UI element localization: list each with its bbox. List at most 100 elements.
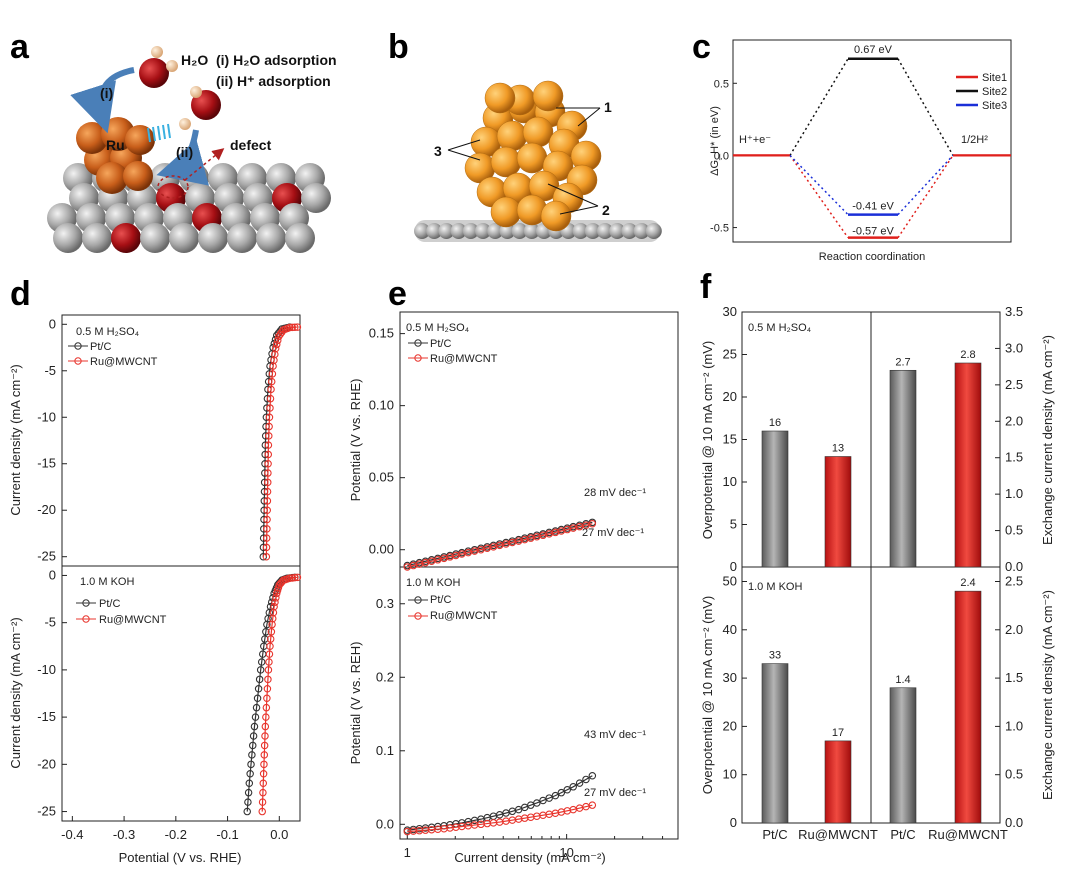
e-bottom-electrolyte: 1.0 M KOH xyxy=(406,577,460,589)
carbon-atom xyxy=(198,223,228,253)
series-line-ru-mwcnt xyxy=(265,326,298,557)
data-point xyxy=(569,783,577,791)
left-y-tick-label: 10 xyxy=(723,767,737,782)
x-tick-label: -0.1 xyxy=(216,827,238,842)
legend-site1: Site1 xyxy=(982,72,1007,84)
e-top-slope-ptc: 28 mV dec⁻¹ xyxy=(584,487,646,499)
data-point xyxy=(265,432,273,440)
data-point xyxy=(263,525,271,533)
data-point xyxy=(563,785,572,794)
x-axis-label: Reaction coordination xyxy=(819,251,925,263)
bar-value-label: 2.8 xyxy=(960,349,975,361)
y-tick-label: 0.5 xyxy=(714,78,729,90)
data-point xyxy=(588,772,597,780)
right-y-tick-label: 1.0 xyxy=(1005,486,1023,501)
carbon-atom xyxy=(140,223,170,253)
e-bottom-legend-ru: Ru@MWCNT xyxy=(430,610,498,622)
arrow-step-1 xyxy=(70,67,135,134)
data-point xyxy=(533,799,541,807)
data-point xyxy=(257,658,266,666)
support-atom xyxy=(475,223,491,239)
series-line-pt-c xyxy=(407,521,593,567)
connector-dotted xyxy=(789,154,849,239)
data-point xyxy=(260,751,269,759)
data-point xyxy=(262,703,271,712)
data-point xyxy=(575,779,584,787)
data-point xyxy=(266,642,274,651)
data-point xyxy=(539,796,547,805)
data-point xyxy=(253,694,262,702)
data-point xyxy=(588,801,597,809)
data-point xyxy=(263,515,271,524)
data-point xyxy=(260,760,268,769)
data-point xyxy=(262,534,271,542)
defect-label: defect xyxy=(230,137,272,153)
y-tick-label: 0.00 xyxy=(369,542,394,557)
ru-atom xyxy=(516,142,548,174)
panel-label-d: d xyxy=(10,275,31,313)
d-top-y-axis-label: Current density (mA cm⁻²) xyxy=(8,364,23,515)
category-label: Ru@MWCNT xyxy=(928,827,1008,842)
carbon-atom xyxy=(285,223,315,253)
data-point xyxy=(272,594,280,602)
data-point xyxy=(551,791,560,800)
y-tick-label: 0.3 xyxy=(376,596,394,611)
data-point xyxy=(263,506,271,514)
defect-pointer xyxy=(184,148,225,181)
energy-label-site1: -0.57 eV xyxy=(852,226,894,238)
data-point xyxy=(249,732,258,740)
e-top-y-axis-label: Potential (V vs. RHE) xyxy=(348,379,363,502)
series-line-pt-c xyxy=(246,576,295,812)
h-bond-lines xyxy=(147,123,171,143)
right-y-tick-label: 0.0 xyxy=(1005,815,1023,830)
series-line-ru-mwcnt xyxy=(407,804,593,833)
y-tick-label: -10 xyxy=(37,662,56,677)
y-tick-label: 0.2 xyxy=(376,669,394,684)
data-point xyxy=(264,469,272,477)
support-atom xyxy=(645,223,662,239)
data-point xyxy=(251,713,260,721)
water-molecule xyxy=(139,46,178,88)
x-tick-label: -0.2 xyxy=(165,827,187,842)
e-bottom-legend-ptc: Pt/C xyxy=(430,594,451,606)
y-tick-label: -20 xyxy=(37,502,56,517)
data-point xyxy=(265,422,273,431)
carbon-atom xyxy=(301,183,331,213)
hydrogen-atom xyxy=(179,118,191,130)
left-y-tick-label: 25 xyxy=(723,347,737,362)
data-point xyxy=(265,658,273,666)
d-bottom-legend-ptc: Pt/C xyxy=(99,598,120,610)
ru-atom xyxy=(490,196,522,228)
site2-label: 2 xyxy=(602,202,610,218)
connector-dotted xyxy=(897,155,954,239)
support-atom xyxy=(450,223,467,239)
data-point xyxy=(258,798,267,806)
data-point xyxy=(266,635,275,643)
bar-value-label: 1.4 xyxy=(895,674,910,686)
support-atom xyxy=(609,223,626,239)
data-point xyxy=(263,478,272,487)
legend-marker-ru-mwcnt xyxy=(414,354,422,362)
step1-description: (i) H₂O adsorption xyxy=(216,52,337,68)
data-point xyxy=(248,741,257,750)
data-point xyxy=(261,722,270,731)
data-point xyxy=(263,487,272,496)
ru-nanocluster xyxy=(464,80,602,232)
right-y-tick-label: 1.0 xyxy=(1005,718,1023,733)
carbon-atom xyxy=(256,223,286,253)
support-atom xyxy=(462,223,479,239)
defect-circle xyxy=(157,175,189,199)
data-point xyxy=(288,323,296,332)
panel-label-f: f xyxy=(700,268,712,306)
panel-d-polarization: 0 -5 -10 -15 -20 -25 0 -5 -10 -15 -20 -25 -0.4 -0.3 -0… xyxy=(8,314,302,865)
data-point xyxy=(262,628,270,636)
data-point xyxy=(582,775,590,784)
panel-f-bars: 0 5 10 15 20 25 30 0.0 0.5 1.0 1.5 2.0 2.5 3.0 3.5 0 10 2… xyxy=(700,304,1055,842)
x-tick-label: 0.0 xyxy=(270,827,288,842)
legend-marker-pt-c xyxy=(414,339,422,347)
y-tick-label: -25 xyxy=(37,549,56,564)
d-top-legend-ptc: Pt/C xyxy=(90,341,111,353)
left-y-tick-label: 10 xyxy=(723,474,737,489)
bar-value-label: 13 xyxy=(832,443,844,455)
data-point xyxy=(264,459,272,468)
